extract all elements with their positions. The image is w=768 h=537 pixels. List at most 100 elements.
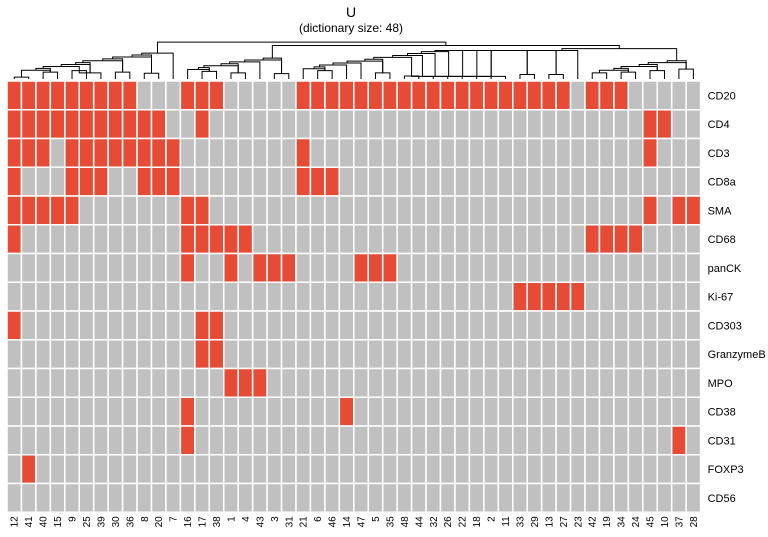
column-label: 43 bbox=[255, 516, 266, 528]
heatmap-cell bbox=[497, 252, 514, 283]
heatmap-cell bbox=[468, 137, 485, 168]
heatmap-cell bbox=[353, 252, 369, 283]
heatmap-cell bbox=[540, 166, 557, 197]
heatmap-cell bbox=[237, 482, 254, 513]
heatmap-cell bbox=[6, 454, 23, 485]
heatmap-cell bbox=[425, 224, 442, 255]
heatmap-cell bbox=[92, 367, 109, 398]
heatmap-cell bbox=[107, 224, 124, 255]
heatmap-cell bbox=[381, 425, 398, 456]
dendrogram-branch bbox=[476, 75, 507, 79]
heatmap-cell bbox=[540, 425, 557, 456]
heatmap-cell bbox=[526, 195, 543, 226]
heatmap-cell bbox=[295, 252, 312, 283]
heatmap-cell bbox=[266, 109, 283, 140]
heatmap-cell bbox=[642, 482, 658, 513]
heatmap-cell bbox=[194, 281, 211, 312]
heatmap-cell bbox=[64, 109, 81, 140]
heatmap-cell bbox=[280, 339, 297, 370]
heatmap-cell bbox=[526, 454, 543, 485]
heatmap-cell bbox=[685, 425, 702, 456]
heatmap-cell bbox=[208, 224, 225, 255]
heatmap-cell bbox=[396, 109, 413, 140]
heatmap-cell bbox=[136, 166, 153, 197]
heatmap-cell bbox=[396, 166, 413, 197]
row-label: CD68 bbox=[708, 234, 736, 246]
heatmap-cell bbox=[324, 367, 341, 398]
heatmap-cell bbox=[468, 454, 485, 485]
heatmap-cell bbox=[194, 252, 211, 283]
column-label: 35 bbox=[385, 516, 396, 528]
heatmap-cell bbox=[338, 310, 355, 341]
heatmap-cell bbox=[656, 137, 673, 168]
heatmap-cell bbox=[49, 310, 66, 341]
heatmap-cell bbox=[35, 482, 52, 513]
dendrogram-branch bbox=[114, 71, 131, 79]
heatmap-cell bbox=[136, 396, 153, 427]
heatmap-cell bbox=[512, 425, 528, 456]
heatmap-cell bbox=[410, 80, 427, 111]
heatmap-cell bbox=[223, 252, 239, 283]
heatmap-cell bbox=[685, 224, 702, 255]
heatmap-cell bbox=[425, 166, 442, 197]
heatmap-cell bbox=[49, 166, 66, 197]
heatmap-cell bbox=[367, 195, 384, 226]
heatmap-cell bbox=[6, 252, 23, 283]
heatmap-cell bbox=[381, 195, 398, 226]
heatmap-cell bbox=[78, 367, 95, 398]
heatmap-cell bbox=[555, 281, 572, 312]
heatmap-cell bbox=[121, 80, 138, 111]
heatmap-cell bbox=[338, 396, 355, 427]
heatmap-cell bbox=[512, 339, 528, 370]
heatmap-cell bbox=[35, 281, 52, 312]
heatmap-cell bbox=[136, 137, 153, 168]
heatmap-cell bbox=[179, 137, 196, 168]
heatmap-cell bbox=[64, 80, 81, 111]
heatmap-cell bbox=[121, 482, 138, 513]
heatmap-cell bbox=[92, 281, 109, 312]
heatmap-cell bbox=[381, 109, 398, 140]
dendrogram-branch bbox=[112, 56, 152, 74]
heatmap-cell bbox=[555, 396, 572, 427]
heatmap-cell bbox=[526, 109, 543, 140]
heatmap-cell bbox=[208, 109, 225, 140]
heatmap-cell bbox=[685, 166, 702, 197]
heatmap-cell bbox=[266, 396, 283, 427]
heatmap-cell bbox=[295, 396, 312, 427]
heatmap-cell bbox=[179, 396, 196, 427]
column-label: 38 bbox=[212, 516, 223, 528]
heatmap-cell bbox=[367, 137, 384, 168]
heatmap-cell bbox=[642, 396, 658, 427]
heatmap-cell bbox=[251, 425, 268, 456]
heatmap-cell bbox=[367, 339, 384, 370]
heatmap-cell bbox=[78, 310, 95, 341]
heatmap-cell bbox=[280, 195, 297, 226]
heatmap-cell bbox=[381, 310, 398, 341]
heatmap-cell bbox=[410, 425, 427, 456]
heatmap-cell bbox=[223, 166, 239, 197]
heatmap-cell bbox=[439, 109, 456, 140]
heatmap-cell bbox=[165, 339, 182, 370]
heatmap-cell bbox=[468, 396, 485, 427]
heatmap-cell bbox=[454, 166, 471, 197]
heatmap-cell bbox=[223, 482, 239, 513]
heatmap-cell bbox=[251, 166, 268, 197]
column-dendrogram bbox=[13, 41, 694, 79]
heatmap-cell bbox=[670, 454, 687, 485]
heatmap-cell bbox=[555, 195, 572, 226]
heatmap-cell bbox=[627, 166, 644, 197]
dendrogram-branch bbox=[649, 70, 665, 79]
heatmap-cell bbox=[64, 310, 81, 341]
heatmap-cell bbox=[642, 339, 658, 370]
heatmap-cell bbox=[468, 482, 485, 513]
heatmap-cell bbox=[309, 482, 326, 513]
heatmap-cell bbox=[367, 109, 384, 140]
heatmap-cell bbox=[656, 195, 673, 226]
heatmap-cell bbox=[266, 224, 283, 255]
heatmap-cell bbox=[92, 109, 109, 140]
heatmap-cell bbox=[410, 454, 427, 485]
heatmap-cell bbox=[497, 454, 514, 485]
heatmap-cell bbox=[598, 224, 615, 255]
heatmap-cell bbox=[251, 310, 268, 341]
